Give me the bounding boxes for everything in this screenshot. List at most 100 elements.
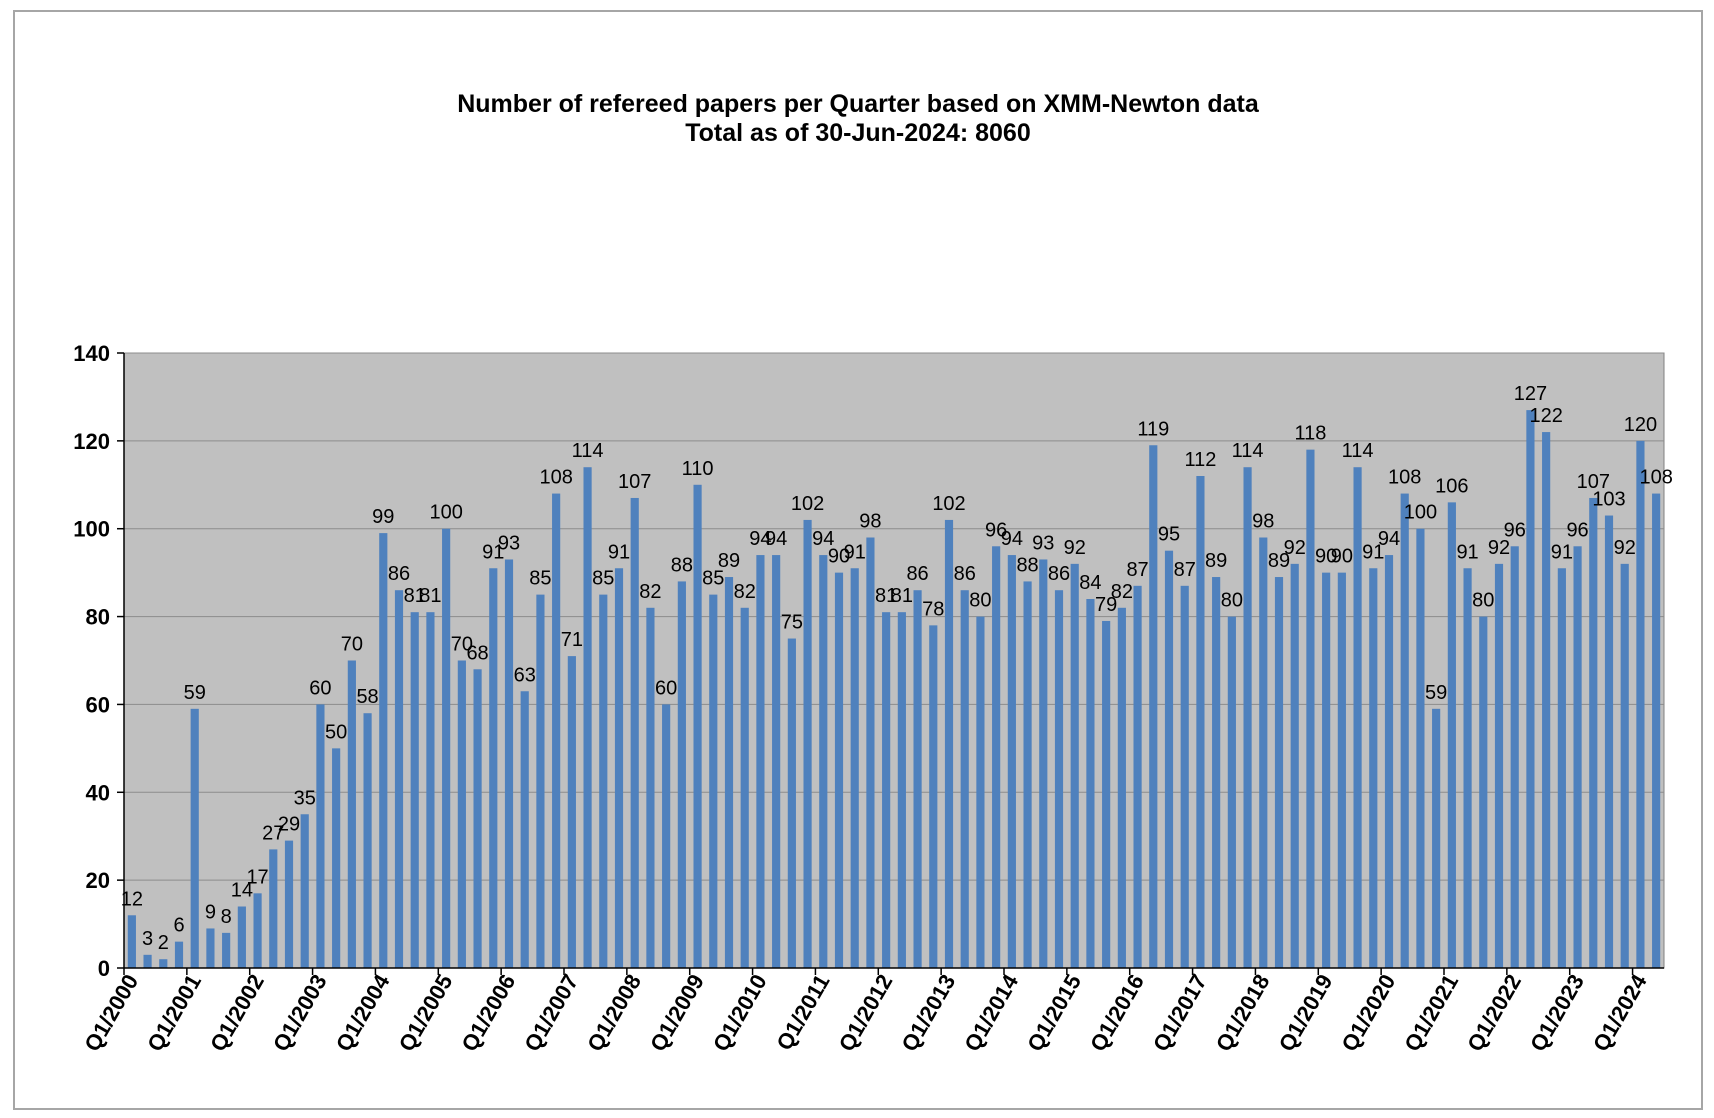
data-label: 70 bbox=[341, 634, 363, 656]
x-tick-label: Q1/2023 bbox=[1525, 970, 1589, 1056]
bar bbox=[1447, 502, 1456, 968]
x-tick-label: Q1/2003 bbox=[268, 970, 332, 1056]
data-label: 85 bbox=[592, 568, 614, 590]
data-label: 14 bbox=[231, 880, 253, 902]
data-label: 17 bbox=[246, 866, 268, 888]
bar bbox=[410, 612, 419, 968]
data-label: 82 bbox=[1111, 581, 1133, 603]
bar bbox=[866, 537, 875, 968]
data-label: 90 bbox=[1331, 546, 1353, 568]
data-label: 91 bbox=[1362, 541, 1384, 563]
data-label: 94 bbox=[749, 528, 771, 550]
bar bbox=[284, 840, 294, 968]
x-tick-label: Q1/2012 bbox=[834, 970, 898, 1056]
bar bbox=[1573, 546, 1582, 968]
x-tick-label: Q1/2018 bbox=[1211, 970, 1275, 1056]
data-label: 88 bbox=[671, 554, 693, 576]
bar bbox=[536, 594, 545, 968]
data-label: 94 bbox=[1378, 528, 1400, 550]
data-label: 81 bbox=[875, 585, 897, 607]
chart-subtitle: Total as of 30-Jun-2024: 8060 bbox=[685, 119, 1031, 147]
x-tick-label: Q1/2024 bbox=[1588, 969, 1652, 1055]
data-label: 108 bbox=[1388, 467, 1421, 489]
data-label: 82 bbox=[734, 581, 756, 603]
x-tick-label: Q1/2013 bbox=[896, 970, 960, 1056]
chart-title: Number of refereed papers per Quarter ba… bbox=[457, 90, 1259, 118]
bar bbox=[1353, 467, 1362, 968]
data-label: 118 bbox=[1294, 423, 1326, 445]
data-label: 114 bbox=[1342, 440, 1374, 462]
bar bbox=[724, 577, 734, 968]
bar bbox=[442, 528, 451, 968]
bar bbox=[1589, 497, 1598, 968]
data-label: 102 bbox=[791, 493, 824, 515]
data-label: 81 bbox=[419, 585, 441, 607]
bar bbox=[1620, 563, 1629, 968]
bar bbox=[1086, 599, 1095, 968]
data-label: 103 bbox=[1592, 489, 1625, 511]
bar bbox=[1243, 467, 1252, 968]
bar bbox=[834, 572, 844, 968]
data-label: 81 bbox=[404, 585, 426, 607]
bar bbox=[504, 559, 514, 968]
bar bbox=[1212, 577, 1221, 968]
data-label: 94 bbox=[812, 528, 834, 550]
bar bbox=[819, 555, 828, 968]
bar bbox=[709, 594, 718, 968]
data-label: 86 bbox=[1048, 563, 1070, 585]
bar bbox=[882, 612, 891, 968]
bar bbox=[1306, 449, 1315, 969]
data-label: 93 bbox=[1032, 532, 1054, 554]
y-tick-label: 0 bbox=[98, 956, 110, 981]
bar bbox=[693, 484, 702, 968]
data-label: 91 bbox=[844, 541, 866, 563]
bar bbox=[127, 915, 136, 968]
x-tick-label: Q1/2022 bbox=[1462, 970, 1526, 1056]
data-label: 70 bbox=[451, 634, 473, 656]
bar bbox=[316, 704, 325, 968]
bar bbox=[1070, 563, 1079, 968]
data-label: 92 bbox=[1284, 537, 1306, 559]
bar bbox=[646, 607, 655, 968]
bar bbox=[1542, 432, 1551, 969]
x-tick-label: Q1/2000 bbox=[79, 970, 143, 1056]
data-label: 50 bbox=[325, 721, 347, 743]
data-label: 122 bbox=[1529, 405, 1562, 427]
bar bbox=[1023, 581, 1032, 968]
bar bbox=[394, 590, 404, 968]
bar bbox=[1117, 607, 1126, 968]
bar bbox=[1164, 550, 1174, 968]
bar bbox=[1557, 568, 1566, 968]
data-label: 108 bbox=[539, 467, 572, 489]
bar bbox=[1133, 585, 1142, 968]
bar bbox=[614, 568, 624, 968]
data-label: 58 bbox=[356, 686, 378, 708]
data-label: 92 bbox=[1614, 537, 1636, 559]
data-label: 96 bbox=[1566, 519, 1588, 541]
x-tick-label: Q1/2017 bbox=[1148, 970, 1212, 1056]
x-tick-label: Q1/2014 bbox=[959, 969, 1023, 1055]
bar bbox=[1494, 563, 1504, 968]
data-label: 79 bbox=[1095, 594, 1117, 616]
data-label: 98 bbox=[1252, 511, 1274, 533]
bar bbox=[159, 959, 168, 968]
data-label: 107 bbox=[1577, 471, 1610, 493]
data-label: 29 bbox=[278, 814, 300, 836]
bar bbox=[1432, 708, 1441, 968]
bar bbox=[662, 704, 671, 968]
bar bbox=[567, 656, 576, 968]
data-label: 92 bbox=[1064, 537, 1086, 559]
data-label: 80 bbox=[1472, 590, 1494, 612]
x-tick-label: Q1/2019 bbox=[1274, 970, 1338, 1056]
bar bbox=[929, 625, 938, 968]
data-label: 87 bbox=[1174, 559, 1196, 581]
bar bbox=[1259, 537, 1268, 968]
bar bbox=[1227, 616, 1236, 968]
data-label: 114 bbox=[572, 440, 604, 462]
data-label: 112 bbox=[1184, 449, 1216, 471]
data-label: 107 bbox=[618, 471, 651, 493]
bar bbox=[1054, 590, 1064, 968]
data-label: 127 bbox=[1514, 383, 1547, 405]
bar bbox=[897, 612, 906, 968]
data-label: 86 bbox=[388, 563, 410, 585]
